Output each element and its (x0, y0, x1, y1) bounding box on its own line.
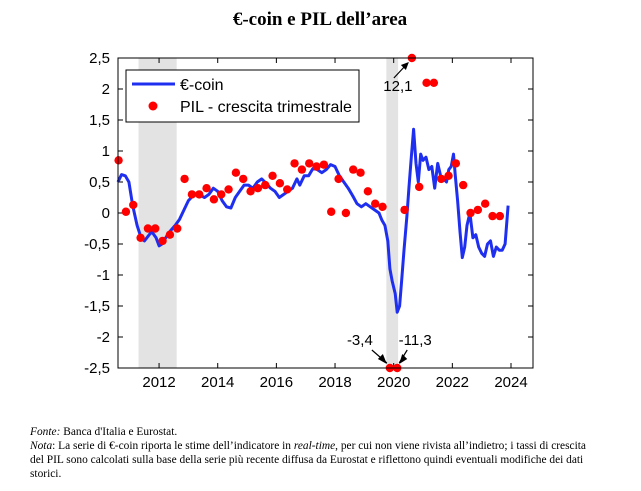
gdp-point (356, 168, 365, 177)
gdp-point (334, 174, 343, 184)
annotation-arrowhead (400, 62, 409, 70)
legend-label-gdp: PIL - crescita trimestrale (180, 99, 352, 116)
gdp-point (319, 160, 329, 169)
gdp-point (422, 78, 431, 88)
gdp-point (297, 165, 307, 174)
x-tick-label: 2020 (377, 374, 410, 391)
y-tick-label: 1,5 (89, 112, 110, 129)
note-text-1: : La serie di €-coin riporta le stime de… (52, 440, 294, 452)
y-tick-label: 0,5 (89, 174, 110, 191)
gdp-point (429, 78, 439, 88)
outlier-annotations: -3,4 -11,3 12,1 (347, 62, 432, 364)
annotation-arrowhead (399, 354, 408, 364)
gdp-point (371, 199, 380, 208)
gdp-point (488, 211, 497, 221)
gdp-point (136, 233, 145, 242)
gdp-point (363, 187, 373, 196)
y-axis-ticks: 2,5 2 1,5 1 0,5 0 -0,5 -1 -1,5 -2 -2,5 (84, 50, 533, 377)
y-tick-label: -2 (97, 329, 110, 346)
gdp-point (473, 205, 483, 215)
gdp-point (114, 156, 123, 165)
gdp-point (268, 171, 277, 180)
gdp-point (180, 174, 189, 184)
gdp-point (261, 180, 270, 190)
gdp-point (327, 207, 336, 216)
plot-frame (117, 57, 534, 369)
gdp-point (444, 171, 453, 180)
method-note: Nota: La serie di €-coin riporta le stim… (30, 439, 590, 481)
gdp-point (239, 174, 248, 184)
annotation-arrowhead (377, 354, 387, 364)
gdp-point (121, 207, 131, 216)
gdp-point (451, 159, 461, 168)
gdp-point (253, 184, 263, 193)
gdp-point (495, 211, 505, 221)
gdp-point (224, 185, 233, 194)
footer-notes: Fonte: Banca d'Italia e Eurostat. Nota: … (30, 425, 590, 481)
gdp-point (378, 202, 387, 211)
x-tick-label: 2014 (201, 374, 234, 391)
y-tick-label: 2 (102, 81, 110, 98)
gdp-point (173, 224, 182, 233)
gdp-point (158, 236, 167, 246)
gdp-point (312, 162, 321, 171)
x-tick-label: 2022 (436, 374, 469, 391)
note-label: Nota (30, 440, 53, 452)
source-note: Fonte: Banca d'Italia e Eurostat. (30, 425, 590, 439)
chart: €-coin e PIL dell’area 2,5 2 1,5 1 0,5 0 -0,5 -… (84, 9, 534, 391)
source-label: Fonte: (30, 426, 61, 438)
gdp-point (246, 187, 255, 196)
shaded-period (386, 58, 399, 368)
gdp-point (283, 185, 292, 194)
gdp-point (341, 208, 351, 218)
y-tick-label: -1,5 (84, 298, 110, 315)
point-annotation: 12,1 (383, 78, 412, 95)
gdp-point (217, 190, 226, 199)
gdp-point (400, 205, 409, 215)
gdp-point (437, 174, 446, 184)
x-tick-label: 2018 (318, 374, 351, 391)
gdp-point (143, 224, 153, 233)
note-italic: real-time (293, 440, 336, 452)
gdp-point (151, 224, 160, 233)
x-tick-label: 2024 (494, 374, 527, 391)
gdp-point (165, 230, 175, 239)
y-tick-label: -2,5 (84, 360, 110, 377)
legend-label-ecoin: €-coin (180, 77, 224, 94)
gdp-point (458, 180, 468, 190)
chart-title: €-coin e PIL dell’area (233, 9, 408, 30)
gdp-point (231, 168, 241, 177)
y-tick-label: 2,5 (89, 50, 110, 67)
gdp-point (187, 190, 197, 199)
gdp-point (466, 208, 475, 218)
y-tick-label: -0,5 (84, 236, 110, 253)
gdp-point (202, 184, 211, 193)
gdp-series (114, 53, 505, 373)
y-tick-label: -1 (97, 267, 110, 284)
point-annotation: -11,3 (399, 332, 432, 349)
gdp-point (209, 195, 219, 204)
legend: €-coin PIL - crescita trimestrale (125, 69, 360, 123)
x-tick-label: 2016 (260, 374, 293, 391)
source-text: Banca d'Italia e Eurostat. (60, 426, 178, 438)
gdp-point (305, 159, 314, 168)
gdp-point (415, 182, 424, 192)
y-tick-label: 0 (102, 205, 110, 222)
point-annotation: -3,4 (347, 332, 373, 349)
x-tick-label: 2012 (142, 374, 175, 391)
gdp-point (275, 179, 285, 188)
gdp-point (195, 190, 204, 199)
gdp-point (349, 165, 358, 174)
gdp-point (290, 159, 299, 168)
note-text-2: , per cui non viene rivista all’indietro… (30, 440, 586, 480)
x-axis-ticks: 2012 2014 2016 2018 2020 2022 2024 (142, 58, 528, 391)
gdp-point (129, 200, 138, 210)
gdp-point (480, 199, 490, 208)
legend-box (125, 69, 360, 123)
legend-dot-swatch (148, 101, 158, 111)
y-tick-label: 1 (102, 143, 110, 160)
